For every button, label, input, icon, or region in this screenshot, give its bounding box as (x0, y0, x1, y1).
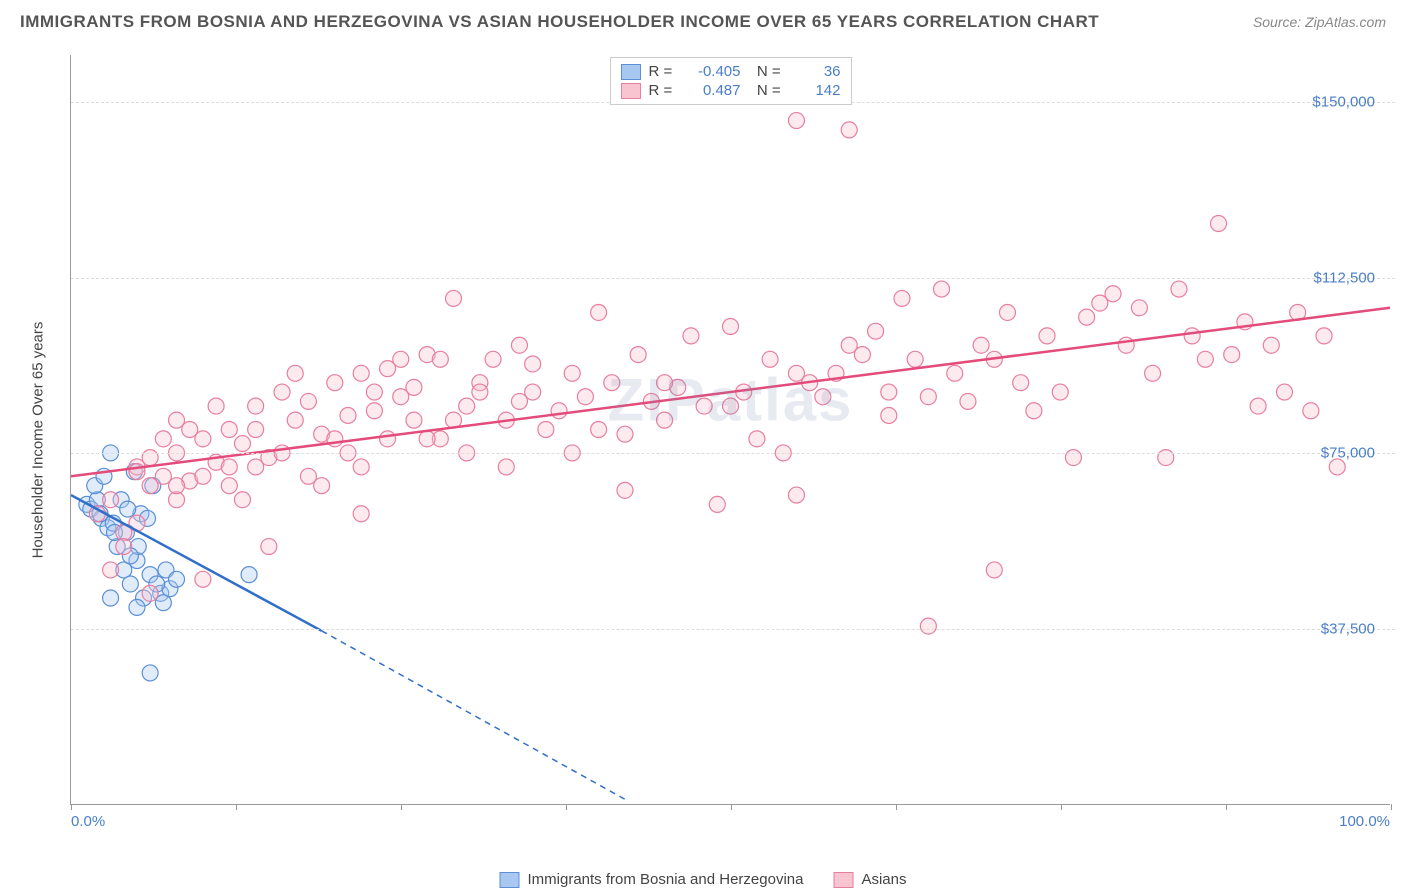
y-tick-label: $37,500 (1321, 621, 1375, 638)
title-bar: IMMIGRANTS FROM BOSNIA AND HERZEGOVINA V… (0, 0, 1406, 40)
y-tick-label: $112,500 (1314, 269, 1375, 286)
x-tick-label-max: 100.0% (1339, 813, 1390, 830)
legend-swatch-asians (833, 872, 853, 888)
legend-correlation: R = -0.405 N = 36 R = 0.487 N = 142 (610, 57, 852, 105)
legend-label-bosnia: Immigrants from Bosnia and Herzegovina (528, 871, 804, 888)
n-value-asians: 142 (791, 82, 841, 99)
r-label: R = (649, 63, 683, 80)
legend-swatch-asians (621, 83, 641, 99)
legend-item-bosnia: Immigrants from Bosnia and Herzegovina (500, 871, 804, 888)
x-tick-label-min: 0.0% (71, 813, 105, 830)
chart-title: IMMIGRANTS FROM BOSNIA AND HERZEGOVINA V… (20, 12, 1099, 32)
r-value-bosnia: -0.405 (691, 63, 741, 80)
legend-row-bosnia: R = -0.405 N = 36 (621, 62, 841, 81)
n-label: N = (749, 63, 783, 80)
legend-row-asians: R = 0.487 N = 142 (621, 81, 841, 100)
legend-swatch-bosnia (621, 64, 641, 80)
r-label: R = (649, 82, 683, 99)
r-value-asians: 0.487 (691, 82, 741, 99)
y-tick-label: $150,000 (1312, 93, 1375, 110)
plot-region: R = -0.405 N = 36 R = 0.487 N = 142 ZIPa… (70, 55, 1390, 805)
legend-label-asians: Asians (861, 871, 906, 888)
legend-swatch-bosnia (500, 872, 520, 888)
y-tick-label: $75,000 (1321, 445, 1375, 462)
legend-item-asians: Asians (833, 871, 906, 888)
n-value-bosnia: 36 (791, 63, 841, 80)
y-axis-label: Householder Income Over 65 years (30, 322, 47, 559)
n-label: N = (749, 82, 783, 99)
source-text: Source: ZipAtlas.com (1253, 14, 1386, 30)
legend-bottom: Immigrants from Bosnia and Herzegovina A… (500, 871, 907, 888)
chart-area: Householder Income Over 65 years R = -0.… (50, 55, 1390, 825)
scatter-svg (71, 55, 1390, 804)
